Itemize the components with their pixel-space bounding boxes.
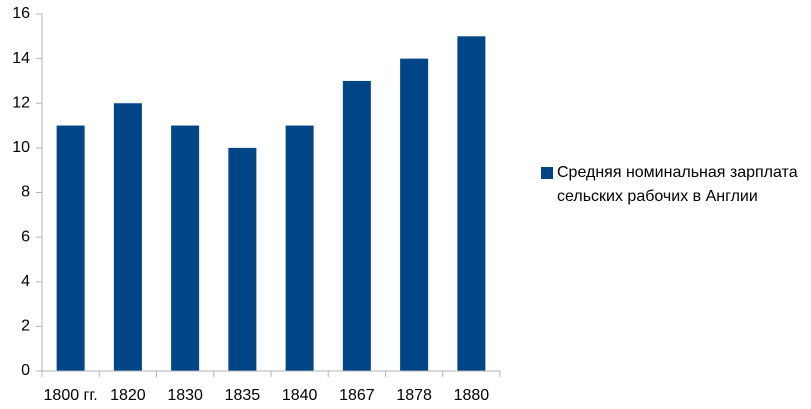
bar <box>400 58 429 371</box>
y-tick-label: 10 <box>12 139 30 156</box>
bar <box>113 103 142 371</box>
x-tick-label: 1800 гг. <box>44 387 98 404</box>
y-tick-label: 14 <box>12 50 30 67</box>
x-tick-label: 1820 <box>110 387 146 404</box>
x-tick-label: 1840 <box>282 387 318 404</box>
y-tick-label: 8 <box>21 184 30 201</box>
y-tick-label: 2 <box>21 318 30 335</box>
bar <box>285 125 314 371</box>
x-tick-label: 1867 <box>339 387 375 404</box>
bar <box>342 80 371 371</box>
bar <box>171 125 200 371</box>
x-tick-label: 1878 <box>396 387 432 404</box>
bar <box>457 36 486 371</box>
y-tick-label: 16 <box>12 5 30 22</box>
y-tick-label: 4 <box>21 273 30 290</box>
legend-key <box>541 167 553 179</box>
bar <box>56 125 85 371</box>
y-tick-label: 0 <box>21 362 30 379</box>
x-tick-label: 1835 <box>225 387 261 404</box>
legend: Средняя номинальная зарплата сельских ра… <box>541 161 811 209</box>
x-tick-label: 1830 <box>167 387 203 404</box>
y-tick-label: 12 <box>12 94 30 111</box>
legend-label: Средняя номинальная зарплата сельских ра… <box>557 164 798 205</box>
x-tick-label: 1880 <box>454 387 490 404</box>
bar <box>228 147 257 371</box>
y-tick-label: 6 <box>21 228 30 245</box>
